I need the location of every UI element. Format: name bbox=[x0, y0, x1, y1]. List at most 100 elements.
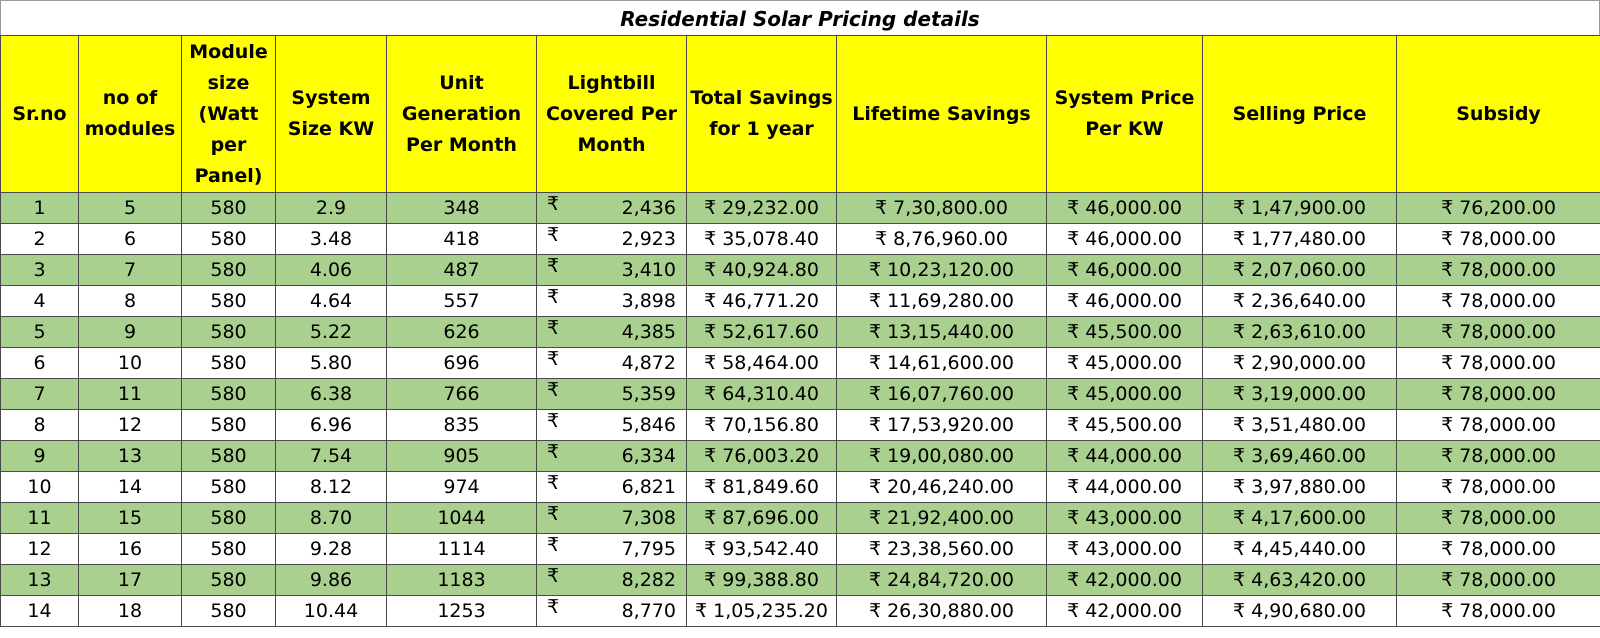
rupee-symbol: ₹ bbox=[547, 379, 560, 402]
rupee-symbol: ₹ bbox=[547, 348, 560, 371]
cell-module-size: 580 bbox=[181, 471, 276, 503]
cell-subsidy: ₹ 78,000.00 bbox=[1396, 347, 1600, 379]
lightbill-value: 8,282 bbox=[621, 569, 676, 591]
table-row: 1 5 580 2.9 348 ₹2,436 ₹ 29,232.00 ₹ 7,30,800.0… bbox=[0, 192, 1600, 224]
cell-total-savings: ₹ 52,617.60 bbox=[686, 316, 837, 348]
lightbill-value: 4,872 bbox=[621, 352, 676, 374]
cell-system-size: 3.48 bbox=[275, 223, 387, 255]
rupee-symbol: ₹ bbox=[547, 472, 560, 495]
cell-total-savings: ₹ 81,849.60 bbox=[686, 471, 837, 503]
table-row: 3 7 580 4.06 487 ₹3,410 ₹ 40,924.80 ₹ 10,23,120… bbox=[0, 254, 1600, 286]
cell-no-of-modules: 12 bbox=[78, 409, 182, 441]
cell-system-price: ₹ 45,500.00 bbox=[1046, 409, 1203, 441]
cell-no-of-modules: 17 bbox=[78, 564, 182, 596]
cell-no-of-modules: 18 bbox=[78, 595, 182, 627]
cell-lightbill-covered: ₹7,308 bbox=[536, 502, 687, 534]
cell-total-savings: ₹ 87,696.00 bbox=[686, 502, 837, 534]
cell-sr-no: 13 bbox=[0, 564, 79, 596]
header-lightbill-covered: Lightbill Covered Per Month bbox=[536, 35, 687, 193]
lightbill-value: 2,436 bbox=[621, 197, 676, 219]
header-unit-generation: Unit Generation Per Month bbox=[386, 35, 537, 193]
rupee-symbol: ₹ bbox=[547, 565, 560, 588]
cell-system-price: ₹ 44,000.00 bbox=[1046, 440, 1203, 472]
cell-module-size: 580 bbox=[181, 316, 276, 348]
cell-lifetime-savings: ₹ 21,92,400.00 bbox=[836, 502, 1047, 534]
cell-subsidy: ₹ 78,000.00 bbox=[1396, 502, 1600, 534]
cell-selling-price: ₹ 4,90,680.00 bbox=[1202, 595, 1397, 627]
cell-system-price: ₹ 45,000.00 bbox=[1046, 347, 1203, 379]
cell-selling-price: ₹ 1,47,900.00 bbox=[1202, 192, 1397, 224]
rupee-symbol: ₹ bbox=[547, 503, 560, 526]
cell-lightbill-covered: ₹3,898 bbox=[536, 285, 687, 317]
cell-lifetime-savings: ₹ 23,38,560.00 bbox=[836, 533, 1047, 565]
cell-sr-no: 14 bbox=[0, 595, 79, 627]
cell-subsidy: ₹ 78,000.00 bbox=[1396, 316, 1600, 348]
cell-sr-no: 8 bbox=[0, 409, 79, 441]
table-title: Residential Solar Pricing details bbox=[0, 0, 1600, 35]
cell-system-price: ₹ 45,000.00 bbox=[1046, 378, 1203, 410]
cell-selling-price: ₹ 2,90,000.00 bbox=[1202, 347, 1397, 379]
cell-no-of-modules: 14 bbox=[78, 471, 182, 503]
cell-lightbill-covered: ₹6,821 bbox=[536, 471, 687, 503]
cell-total-savings: ₹ 93,542.40 bbox=[686, 533, 837, 565]
cell-sr-no: 10 bbox=[0, 471, 79, 503]
cell-system-size: 10.44 bbox=[275, 595, 387, 627]
cell-lightbill-covered: ₹2,923 bbox=[536, 223, 687, 255]
cell-system-size: 9.28 bbox=[275, 533, 387, 565]
cell-lightbill-covered: ₹4,872 bbox=[536, 347, 687, 379]
cell-no-of-modules: 9 bbox=[78, 316, 182, 348]
cell-system-price: ₹ 46,000.00 bbox=[1046, 285, 1203, 317]
cell-selling-price: ₹ 4,45,440.00 bbox=[1202, 533, 1397, 565]
cell-system-price: ₹ 42,000.00 bbox=[1046, 564, 1203, 596]
cell-unit-generation: 557 bbox=[386, 285, 537, 317]
cell-no-of-modules: 8 bbox=[78, 285, 182, 317]
cell-lifetime-savings: ₹ 11,69,280.00 bbox=[836, 285, 1047, 317]
header-selling-price: Selling Price bbox=[1202, 35, 1397, 193]
cell-total-savings: ₹ 58,464.00 bbox=[686, 347, 837, 379]
cell-system-size: 9.86 bbox=[275, 564, 387, 596]
lightbill-value: 7,308 bbox=[621, 507, 676, 529]
cell-selling-price: ₹ 3,19,000.00 bbox=[1202, 378, 1397, 410]
cell-sr-no: 4 bbox=[0, 285, 79, 317]
cell-system-size: 4.64 bbox=[275, 285, 387, 317]
lightbill-value: 3,898 bbox=[621, 290, 676, 312]
cell-system-price: ₹ 46,000.00 bbox=[1046, 254, 1203, 286]
cell-total-savings: ₹ 70,156.80 bbox=[686, 409, 837, 441]
cell-subsidy: ₹ 78,000.00 bbox=[1396, 595, 1600, 627]
cell-unit-generation: 1114 bbox=[386, 533, 537, 565]
lightbill-value: 6,821 bbox=[621, 476, 676, 498]
cell-lifetime-savings: ₹ 24,84,720.00 bbox=[836, 564, 1047, 596]
cell-no-of-modules: 16 bbox=[78, 533, 182, 565]
header-system-size: System Size KW bbox=[275, 35, 387, 193]
header-sr-no: Sr.no bbox=[0, 35, 79, 193]
rupee-symbol: ₹ bbox=[547, 441, 560, 464]
cell-no-of-modules: 11 bbox=[78, 378, 182, 410]
lightbill-value: 5,846 bbox=[621, 414, 676, 436]
cell-selling-price: ₹ 3,51,480.00 bbox=[1202, 409, 1397, 441]
lightbill-value: 5,359 bbox=[621, 383, 676, 405]
table-row: 10 14 580 8.12 974 ₹6,821 ₹ 81,849.60 ₹ 20,46,2… bbox=[0, 471, 1600, 503]
table-row: 12 16 580 9.28 1114 ₹7,795 ₹ 93,542.40 ₹ 23,38,… bbox=[0, 533, 1600, 565]
cell-total-savings: ₹ 29,232.00 bbox=[686, 192, 837, 224]
cell-module-size: 580 bbox=[181, 595, 276, 627]
cell-unit-generation: 487 bbox=[386, 254, 537, 286]
cell-sr-no: 2 bbox=[0, 223, 79, 255]
cell-system-price: ₹ 43,000.00 bbox=[1046, 533, 1203, 565]
table-header: Sr.no no of modules Module size (Watt pe… bbox=[0, 35, 1600, 193]
rupee-symbol: ₹ bbox=[547, 596, 560, 619]
cell-subsidy: ₹ 78,000.00 bbox=[1396, 440, 1600, 472]
cell-system-size: 5.22 bbox=[275, 316, 387, 348]
cell-subsidy: ₹ 78,000.00 bbox=[1396, 471, 1600, 503]
cell-system-size: 5.80 bbox=[275, 347, 387, 379]
cell-unit-generation: 766 bbox=[386, 378, 537, 410]
cell-selling-price: ₹ 2,07,060.00 bbox=[1202, 254, 1397, 286]
cell-sr-no: 3 bbox=[0, 254, 79, 286]
lightbill-value: 3,410 bbox=[621, 259, 676, 281]
cell-lifetime-savings: ₹ 10,23,120.00 bbox=[836, 254, 1047, 286]
rupee-symbol: ₹ bbox=[547, 286, 560, 309]
cell-lightbill-covered: ₹7,795 bbox=[536, 533, 687, 565]
header-total-savings: Total Savings for 1 year bbox=[686, 35, 837, 193]
cell-module-size: 580 bbox=[181, 533, 276, 565]
cell-sr-no: 9 bbox=[0, 440, 79, 472]
cell-subsidy: ₹ 78,000.00 bbox=[1396, 564, 1600, 596]
